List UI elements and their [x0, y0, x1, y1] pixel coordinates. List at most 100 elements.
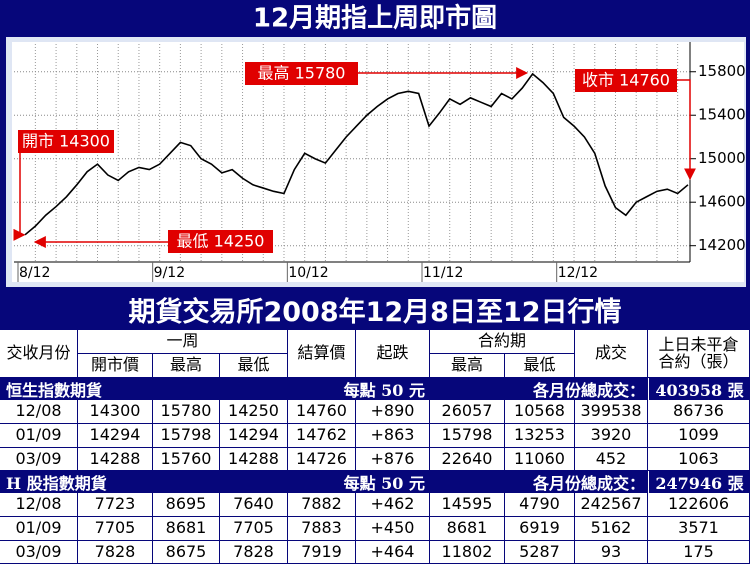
header-cell: 上日未平倉 合約（張）	[648, 330, 750, 378]
annotation-box	[245, 62, 358, 85]
table-cell: 5287	[505, 541, 575, 564]
table-cell: 8681	[430, 517, 505, 541]
section-total-label: 各月份總成交：	[532, 381, 645, 400]
header-cell: 最低	[220, 354, 288, 378]
table-cell: 14300	[78, 400, 153, 424]
x-tick-label: 9/12	[154, 265, 185, 281]
table-cell: 15780	[153, 400, 220, 424]
header-line: 合約（張）	[658, 351, 739, 371]
table-cell: +464	[356, 541, 430, 564]
section-total: 247946 張	[648, 471, 750, 493]
table-cell: 7883	[288, 517, 356, 541]
table-cell: 93	[575, 541, 648, 564]
annotation-label: 開市 14300	[22, 132, 110, 151]
chart: 12月期指上周即市圖 14200 14600 15000 15400 15800 8/12…	[6, 3, 746, 287]
section-name: 恒生指數期貨	[6, 381, 103, 400]
table-cell: 8681	[153, 517, 220, 541]
chart-title: 12月期指上周即市圖	[253, 3, 497, 34]
table-cell: 8695	[153, 493, 220, 517]
table-cell: 26057	[430, 400, 505, 424]
table-cell: 7640	[220, 493, 288, 517]
table-cell: 7705	[220, 517, 288, 541]
header-cell: 一周	[78, 330, 288, 354]
table-cell: 14288	[220, 448, 288, 471]
x-tick-label: 11/12	[423, 265, 463, 281]
table-cell: 22640	[430, 448, 505, 471]
table-cell: 15798	[153, 424, 220, 448]
y-tick-label: 14200	[698, 236, 746, 254]
section-name: H 股指數期貨	[6, 474, 107, 493]
y-tick-label: 15800	[698, 62, 746, 80]
table-cell: 12/08	[0, 400, 78, 424]
table-cell: 175	[648, 541, 750, 564]
table-cell: 452	[575, 448, 648, 471]
table-cell: 7828	[78, 541, 153, 564]
x-tick-label: 8/12	[19, 265, 50, 281]
table-cell: 14726	[288, 448, 356, 471]
header-cell: 最高	[430, 354, 505, 378]
header-cell: 交收月份	[0, 330, 78, 378]
section-total: 403958 張	[648, 378, 750, 400]
x-tick-label: 10/12	[288, 265, 328, 281]
section-note: 每點 50 元	[343, 474, 425, 493]
table-cell: 14762	[288, 424, 356, 448]
header-cell: 最低	[505, 354, 575, 378]
table-title: 期貨交易所2008年12月8日至12日行情	[128, 296, 622, 328]
table-cell: 14595	[430, 493, 505, 517]
table-cell: 8675	[153, 541, 220, 564]
table-cell: +876	[356, 448, 430, 471]
table-cell: 03/09	[0, 541, 78, 564]
header-cell: 起跌	[356, 330, 430, 378]
table-cell: 13253	[505, 424, 575, 448]
table-cell: 14250	[220, 400, 288, 424]
table-cell: 12/08	[0, 493, 78, 517]
table-cell: 122606	[648, 493, 750, 517]
section-total-label: 各月份總成交：	[532, 474, 645, 493]
table-cell: 7705	[78, 517, 153, 541]
annotation-label: 最高 15780	[258, 64, 346, 83]
annotation-box	[575, 69, 677, 92]
table-cell: 14294	[78, 424, 153, 448]
annotation-label: 最低 14250	[177, 232, 265, 251]
table-cell: 01/09	[0, 424, 78, 448]
price-line	[24, 72, 689, 236]
table-cell: 399538	[575, 400, 648, 424]
table-cell: 15760	[153, 448, 220, 471]
section-note: 每點 50 元	[343, 381, 425, 400]
table-cell: 7919	[288, 541, 356, 564]
annotation-label: 收市 14760	[582, 71, 670, 90]
table-cell: 11060	[505, 448, 575, 471]
header-cell: 最高	[153, 354, 220, 378]
header-cell: 成交	[575, 330, 648, 378]
table-cell: 4790	[505, 493, 575, 517]
table-cell: 1063	[648, 448, 750, 471]
table-cell: +863	[356, 424, 430, 448]
table-cell: 01/09	[0, 517, 78, 541]
annotation-box	[168, 230, 273, 253]
table-cell: 7723	[78, 493, 153, 517]
table-cell: 7828	[220, 541, 288, 564]
table-cell: +450	[356, 517, 430, 541]
table-cell: 14760	[288, 400, 356, 424]
table-cell: 3920	[575, 424, 648, 448]
table-cell: 10568	[505, 400, 575, 424]
table-cell: +462	[356, 493, 430, 517]
x-tick-label: 12/12	[558, 265, 598, 281]
table-cell: 03/09	[0, 448, 78, 471]
annotation-box	[18, 130, 114, 153]
header-cell: 合約期	[430, 330, 575, 354]
y-tick-label: 14600	[698, 193, 746, 211]
annotation-arrow	[13, 152, 26, 241]
header-cell: 開市價	[78, 354, 153, 378]
table-cell: 6919	[505, 517, 575, 541]
header-line: 上日未平倉	[658, 334, 739, 354]
table-cell: 15798	[430, 424, 505, 448]
table-cell: 1099	[648, 424, 750, 448]
table-cell: 11802	[430, 541, 505, 564]
header-cell: 結算價	[288, 330, 356, 378]
table-cell: +890	[356, 400, 430, 424]
table-cell: 3571	[648, 517, 750, 541]
y-tick-label: 15400	[698, 106, 746, 124]
annotation-arrow	[677, 79, 696, 181]
